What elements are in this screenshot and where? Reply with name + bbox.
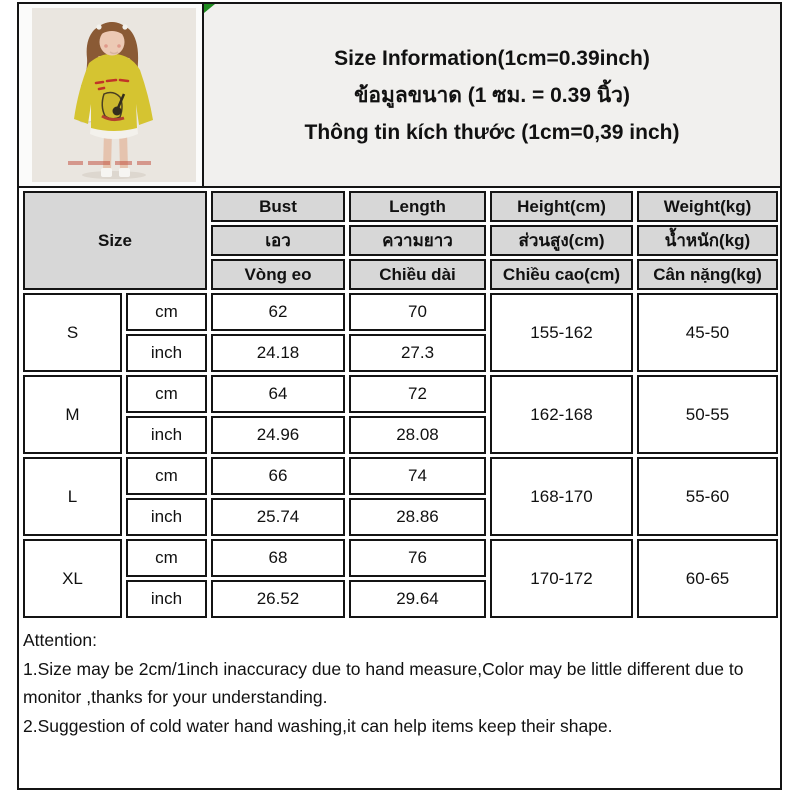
model-face — [99, 28, 125, 56]
table-row-m-cm: M cm 64 72 162-168 50-55 — [23, 375, 778, 454]
top-band: Size Information(1cm=0.39inch) ข้อมูลขนา… — [19, 4, 780, 188]
unit-cm: cm — [126, 375, 207, 413]
header-bust-en: Bust — [211, 191, 345, 222]
size-label-m: M — [23, 375, 122, 454]
height-l: 168-170 — [490, 457, 633, 536]
model-shoe-left — [101, 168, 112, 177]
attention-heading: Attention: — [23, 630, 97, 650]
blush-right — [117, 44, 121, 48]
bust-inch-s: 24.18 — [211, 334, 345, 372]
length-inch-m: 28.08 — [349, 416, 486, 454]
size-label-xl: XL — [23, 539, 122, 618]
attention-notes: Attention: 1.Size may be 2cm/1inch inacc… — [19, 621, 780, 740]
model-fringe — [95, 22, 129, 40]
unit-cm: cm — [126, 293, 207, 331]
unit-inch: inch — [126, 498, 207, 536]
header-weight-vi: Cân nặng(kg) — [637, 259, 778, 290]
weight-m: 50-55 — [637, 375, 778, 454]
unit-inch: inch — [126, 580, 207, 618]
header-length-en: Length — [349, 191, 486, 222]
header-row-th: เอว ความยาว ส่วนสูง(cm) น้ำหนัก(kg) — [23, 225, 778, 256]
header-weight-th: น้ำหนัก(kg) — [637, 225, 778, 256]
model-leg-left — [103, 130, 112, 170]
length-cm-l: 74 — [349, 457, 486, 495]
length-inch-s: 27.3 — [349, 334, 486, 372]
table-row-s-inch: inch 24.18 27.3 — [23, 334, 778, 372]
model-shoe-right — [119, 168, 130, 177]
bust-inch-m: 24.96 — [211, 416, 345, 454]
length-inch-xl: 29.64 — [349, 580, 486, 618]
table-row-l-inch: inch 25.74 28.86 — [23, 498, 778, 536]
unit-cm: cm — [126, 457, 207, 495]
bust-inch-l: 25.74 — [211, 498, 345, 536]
header-bust-vi: Vòng eo — [211, 259, 345, 290]
unit-cm: cm — [126, 539, 207, 577]
attention-note-1: 1.Size may be 2cm/1inch inaccuracy due t… — [23, 658, 744, 708]
length-cm-m: 72 — [349, 375, 486, 413]
title-line-th: ข้อมูลขนาด (1 ซม. = 0.39 นิ้ว) — [354, 83, 630, 107]
bust-cm-m: 64 — [211, 375, 345, 413]
cell-corner-marker — [204, 4, 215, 13]
header-row-en: Size Bust Length Height(cm) Weight(kg) — [23, 191, 778, 290]
floor-shadow — [82, 171, 146, 179]
sweater-graphic — [101, 91, 126, 122]
blush-left — [104, 44, 108, 48]
height-s: 155-162 — [490, 293, 633, 372]
title-line-en: Size Information(1cm=0.39inch) — [334, 46, 650, 70]
content-frame: Size Information(1cm=0.39inch) ข้อมูลขนา… — [17, 2, 782, 790]
bust-inch-xl: 26.52 — [211, 580, 345, 618]
table-row-xl-inch: inch 26.52 29.64 — [23, 580, 778, 618]
bust-cm-s: 62 — [211, 293, 345, 331]
bust-cm-xl: 68 — [211, 539, 345, 577]
header-height-th: ส่วนสูง(cm) — [490, 225, 633, 256]
header-height-en: Height(cm) — [490, 191, 633, 222]
height-xl: 170-172 — [490, 539, 633, 618]
header-weight-en: Weight(kg) — [637, 191, 778, 222]
table-row-l-cm: L cm 66 74 168-170 55-60 — [23, 457, 778, 536]
size-label-s: S — [23, 293, 122, 372]
table-row-m-inch: inch 24.96 28.08 — [23, 416, 778, 454]
header-height-vi: Chiều cao(cm) — [490, 259, 633, 290]
length-cm-s: 70 — [349, 293, 486, 331]
header-length-th: ความยาว — [349, 225, 486, 256]
header-bust-th: เอว — [211, 225, 345, 256]
weight-s: 45-50 — [637, 293, 778, 372]
unit-inch: inch — [126, 416, 207, 454]
hairpin-left — [96, 24, 102, 30]
height-m: 162-168 — [490, 375, 633, 454]
attention-note-2: 2.Suggestion of cold water hand washing,… — [23, 715, 613, 736]
length-cm-xl: 76 — [349, 539, 486, 577]
necklace — [109, 51, 119, 55]
weight-l: 55-60 — [637, 457, 778, 536]
size-corner-label: Size — [23, 191, 207, 290]
weight-xl: 60-65 — [637, 539, 778, 618]
title-line-vi: Thông tin kích thước (1cm=0,39 inch) — [304, 120, 680, 144]
title-cell: Size Information(1cm=0.39inch) ข้อมูลขนา… — [204, 4, 780, 186]
product-photo-cell — [19, 4, 204, 186]
product-photo — [32, 8, 196, 182]
model-leg-right — [119, 130, 128, 170]
length-inch-l: 28.86 — [349, 498, 486, 536]
table-row-xl-cm: XL cm 68 76 170-172 60-65 — [23, 539, 778, 618]
size-label-l: L — [23, 457, 122, 536]
header-row-vi: Vòng eo Chiều dài Chiều cao(cm) Cân nặng… — [23, 259, 778, 290]
size-chart-table: Size Bust Length Height(cm) Weight(kg) เ… — [19, 188, 782, 621]
unit-inch: inch — [126, 334, 207, 372]
sweater-lettering — [94, 78, 130, 91]
header-length-vi: Chiều dài — [349, 259, 486, 290]
table-row-s-cm: S cm 62 70 155-162 45-50 — [23, 293, 778, 372]
hairpin-right — [122, 24, 128, 30]
bust-cm-l: 66 — [211, 457, 345, 495]
